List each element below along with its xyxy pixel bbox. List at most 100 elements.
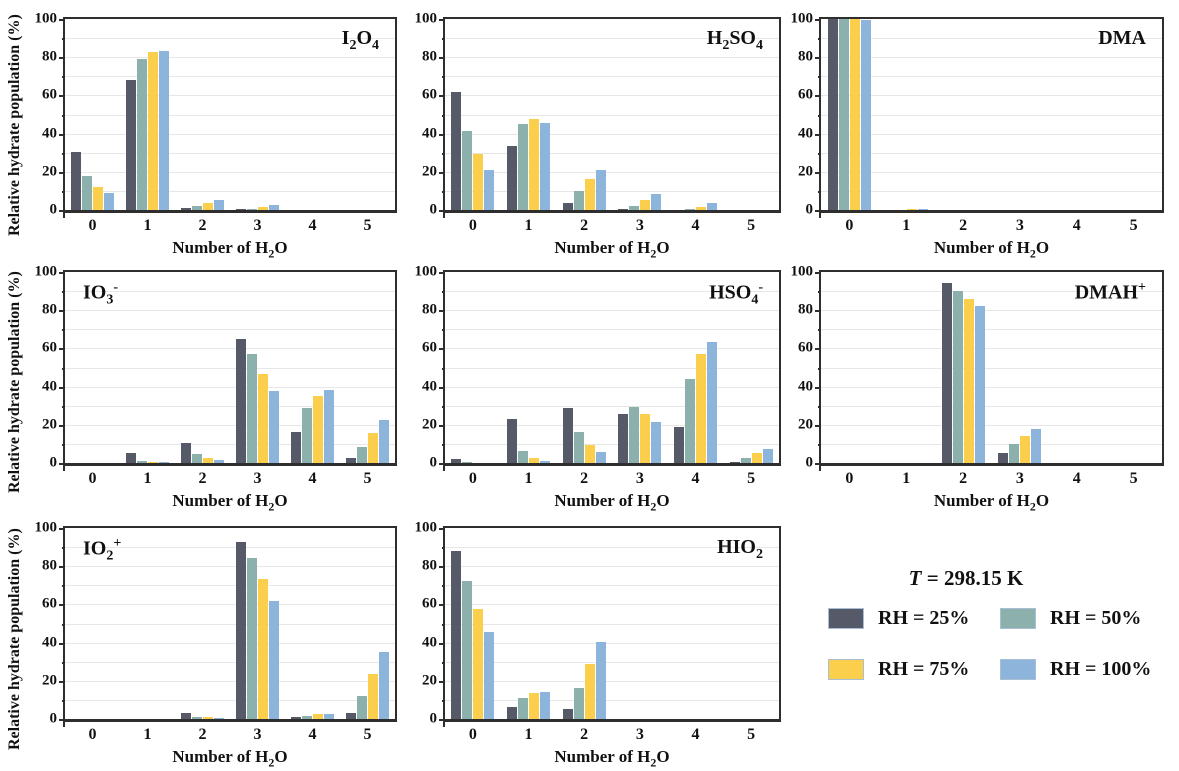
bar <box>214 718 224 719</box>
bar <box>849 19 860 210</box>
gridline <box>821 57 1162 59</box>
y-tick <box>815 463 821 465</box>
bar <box>313 714 323 719</box>
bar <box>269 391 279 463</box>
gridline <box>65 329 395 331</box>
bar <box>707 341 717 463</box>
y-tick-label: 20 <box>42 163 57 180</box>
bar <box>192 206 202 210</box>
x-tick-label: 2 <box>198 470 207 487</box>
gridline <box>821 171 1162 173</box>
y-tick <box>815 210 821 212</box>
x-tick-label: 0 <box>88 726 97 743</box>
x-tick-label: 1 <box>524 470 533 487</box>
legend-label: RH = 75% <box>878 657 970 680</box>
y-tick <box>439 604 445 607</box>
x-tick-label: 0 <box>468 470 477 487</box>
bar <box>159 462 169 463</box>
gridline <box>65 424 395 426</box>
gridline <box>821 386 1162 388</box>
y-minor-tick <box>442 661 445 664</box>
bar <box>595 169 606 210</box>
x-tick-label: 0 <box>88 470 97 487</box>
x-axis-title: Number of H2O <box>172 238 288 261</box>
y-minor-tick <box>818 190 821 193</box>
bar <box>313 396 323 463</box>
bar <box>82 175 92 210</box>
bar <box>751 453 762 463</box>
x-tick-label: 1 <box>524 217 533 234</box>
y-minor-tick <box>442 585 445 588</box>
x-tick-label: 1 <box>143 726 152 743</box>
gridline <box>445 566 779 568</box>
bar <box>507 419 517 463</box>
y-tick <box>815 386 821 389</box>
bar <box>518 450 528 463</box>
x-tick-label: 3 <box>635 726 644 743</box>
y-tick <box>59 424 65 427</box>
gridline <box>445 367 779 369</box>
y-tick <box>59 57 65 60</box>
y-tick <box>59 604 65 607</box>
y-tick <box>59 719 65 721</box>
y-minor-tick <box>818 291 821 294</box>
y-tick-label: 40 <box>42 378 57 395</box>
y-tick-label: 100 <box>414 519 438 536</box>
bar <box>618 414 629 463</box>
y-tick <box>439 171 445 174</box>
bar <box>740 458 751 463</box>
bar <box>540 461 550 463</box>
y-tick <box>439 680 445 683</box>
y-tick <box>439 528 445 530</box>
bar <box>181 208 191 210</box>
legend-swatch-rh75 <box>828 658 864 680</box>
bar <box>685 378 695 463</box>
legend-entry: RH = 50% <box>1000 606 1179 630</box>
bar <box>974 306 985 463</box>
x-tick-label: 0 <box>845 470 854 487</box>
panel-title: IO2+ <box>83 536 122 564</box>
gridline <box>821 38 1162 40</box>
x-tick-label: 1 <box>902 217 911 234</box>
y-tick-label: 0 <box>49 710 58 727</box>
y-tick-label: 40 <box>798 378 813 395</box>
legend-swatch-rh25 <box>828 607 864 629</box>
gridline <box>821 424 1162 426</box>
gridline <box>445 623 779 625</box>
panel-i2o4: Relative hydrate population (%) 0 20 40 60 8… <box>0 0 397 260</box>
panel-title: I2O4 <box>341 27 379 53</box>
bar <box>640 200 651 210</box>
gridline <box>821 114 1162 116</box>
y-tick <box>59 566 65 569</box>
gridline <box>821 329 1162 331</box>
bar <box>148 52 158 210</box>
bar <box>247 557 257 719</box>
gridline <box>445 38 779 40</box>
y-tick <box>439 348 445 351</box>
y-minor-tick <box>442 405 445 408</box>
bar <box>324 713 334 719</box>
gridline <box>65 623 395 625</box>
x-tick-label: 1 <box>902 470 911 487</box>
x-tick-label: 4 <box>1072 217 1081 234</box>
y-tick <box>439 310 445 313</box>
x-tick-label: 0 <box>468 217 477 234</box>
y-minor-tick <box>442 190 445 193</box>
x-tick-label: 2 <box>959 217 968 234</box>
panel-title: DMA <box>1098 27 1146 49</box>
gridline <box>65 604 395 606</box>
bar <box>484 169 495 210</box>
y-tick-label: 100 <box>790 10 814 27</box>
gridline <box>445 171 779 173</box>
y-tick <box>439 642 445 645</box>
bar <box>346 712 356 719</box>
bar <box>214 460 224 463</box>
bar <box>192 454 202 463</box>
y-tick-label: 100 <box>414 263 438 280</box>
y-tick-label: 80 <box>422 301 437 318</box>
y-tick <box>815 424 821 427</box>
x-tick-label: 5 <box>363 726 372 743</box>
gridline <box>65 76 395 78</box>
gridline <box>445 190 779 192</box>
gridline <box>65 114 395 116</box>
